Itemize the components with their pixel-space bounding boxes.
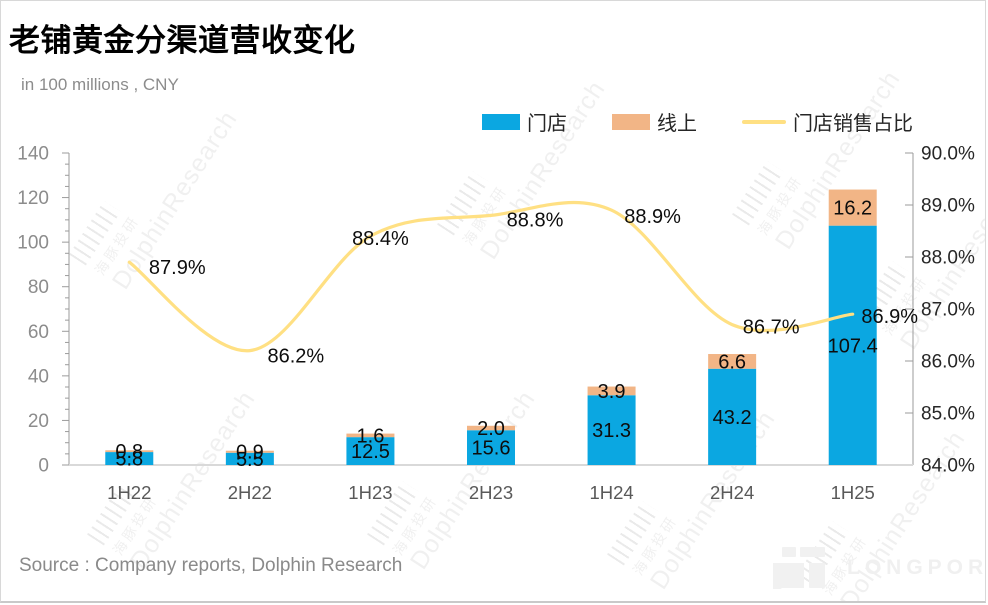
- share-percent-label: 86.7%: [743, 317, 800, 339]
- legend-item-stores: 门店: [482, 107, 567, 136]
- bar-online: [346, 433, 395, 438]
- line-labels: 87.9% 86.2% 88.4% 88.8% 88.9% 86.7% 86.9%: [149, 206, 918, 367]
- bar-store: [828, 225, 877, 465]
- online-value-label: 3.9: [598, 381, 626, 403]
- legend-label: 门店销售占比: [793, 113, 913, 135]
- line-swatch-icon: [742, 119, 786, 124]
- x-axis-label: 1H24: [589, 482, 633, 503]
- legend-label: 线上: [657, 113, 697, 135]
- bar-store: [105, 452, 154, 465]
- longport-wordmark: LONGPORT: [847, 556, 985, 579]
- svg-text:40: 40: [28, 366, 49, 387]
- share-percent-label: 88.8%: [507, 209, 564, 231]
- bar-online: [708, 354, 757, 369]
- svg-text:86.0%: 86.0%: [921, 352, 975, 373]
- bar-online: [225, 450, 274, 453]
- online-value-label: 6.6: [718, 351, 746, 373]
- svg-text:120: 120: [17, 188, 49, 209]
- store-value-label: 12.5: [351, 441, 390, 463]
- svg-text:85.0%: 85.0%: [921, 404, 975, 425]
- x-axis-label: 1H22: [107, 482, 151, 503]
- longport-logo: LONGPORT: [773, 547, 985, 589]
- svg-text:60: 60: [28, 322, 49, 343]
- bar-store: [587, 395, 636, 465]
- store-value-label: 107.4: [828, 335, 878, 357]
- x-axis-label: 1H25: [831, 482, 875, 503]
- online-value-label: 2.0: [477, 418, 505, 440]
- bar-online: [467, 425, 515, 431]
- legend-label: 门店: [527, 113, 567, 135]
- svg-text:0: 0: [38, 456, 49, 477]
- store-value-label: 5.5: [236, 449, 264, 471]
- bar-online: [587, 386, 636, 396]
- bar-labels: 5.80.8 5.50.9 12.51.6 15.62.0 31.3 3.9 43.2 6.6…: [115, 198, 877, 471]
- x-axis-label: 2H24: [710, 482, 754, 503]
- svg-text:88.0%: 88.0%: [921, 248, 975, 269]
- share-percent-label: 88.9%: [624, 206, 681, 228]
- online-value-label: 0.9: [236, 442, 264, 464]
- x-axis-label: 2H23: [469, 482, 513, 503]
- x-axis-labels: 1H22 2H22 1H23 2H23 1H24 2H24 1H25: [107, 482, 875, 503]
- share-percent-label: 86.9%: [861, 306, 918, 328]
- share-percent-label: 87.9%: [149, 257, 206, 279]
- x-axis-label: 2H22: [228, 482, 272, 503]
- line-store-share: [127, 200, 855, 353]
- store-value-label: 31.3: [592, 420, 631, 442]
- chart-canvas: 0 20 40 60 80 100 120 140 84.0% 85.0% 86.0% 87.0% 88…: [17, 144, 975, 504]
- bar-online: [105, 450, 154, 453]
- bar-online: [828, 189, 877, 226]
- chart-subtitle: in 100 millions , CNY: [21, 75, 179, 94]
- online-value-label: 0.8: [115, 441, 143, 463]
- y-axis-left-labels: 0 20 40 60 80 100 120 140: [17, 144, 49, 477]
- svg-text:140: 140: [17, 144, 49, 165]
- share-percent-label: 86.2%: [267, 346, 324, 368]
- store-value-label: 5.8: [115, 449, 143, 471]
- store-value-label: 15.6: [472, 438, 511, 460]
- svg-text:90.0%: 90.0%: [921, 144, 975, 165]
- online-swatch-icon: [612, 113, 650, 130]
- x-axis-label: 1H23: [348, 482, 392, 503]
- y-axis-right-labels: 84.0% 85.0% 86.0% 87.0% 88.0% 89.0% 90.0%: [921, 144, 975, 477]
- longport-mark-icon: [773, 547, 825, 589]
- svg-text:89.0%: 89.0%: [921, 196, 975, 217]
- svg-text:20: 20: [28, 411, 49, 432]
- legend-item-store-share: 门店销售占比: [742, 107, 913, 136]
- bars: [105, 189, 877, 465]
- store-value-label: 43.2: [713, 407, 752, 429]
- online-value-label: 1.6: [357, 425, 385, 447]
- online-value-label: 16.2: [833, 198, 872, 220]
- svg-text:100: 100: [17, 233, 49, 254]
- bar-store: [346, 437, 395, 465]
- bar-store: [708, 368, 757, 465]
- svg-text:80: 80: [28, 277, 49, 298]
- page-title: 老铺黄金分渠道营收变化: [9, 23, 356, 58]
- svg-text:87.0%: 87.0%: [921, 300, 975, 321]
- legend-item-online: 线上: [612, 107, 697, 136]
- bar-store: [467, 430, 515, 465]
- share-percent-label: 88.4%: [352, 228, 409, 250]
- bar-store: [225, 452, 274, 465]
- source-note: Source : Company reports, Dolphin Resear…: [19, 555, 403, 576]
- store-swatch-icon: [482, 113, 520, 130]
- svg-text:84.0%: 84.0%: [921, 456, 975, 477]
